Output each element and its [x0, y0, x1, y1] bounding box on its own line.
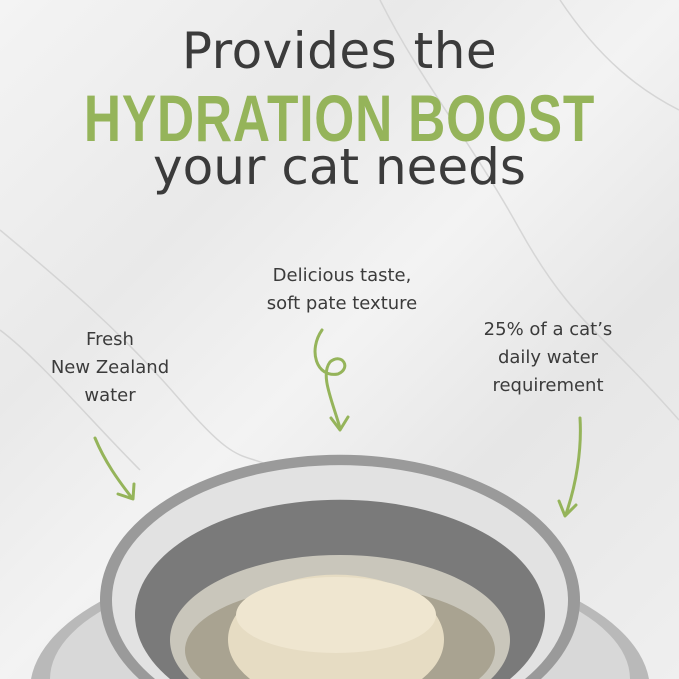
callout-line: water: [84, 385, 136, 406]
arrow-down-left-icon: [93, 436, 136, 501]
callout-line: Delicious taste,: [272, 265, 412, 286]
bowl: [31, 454, 649, 679]
callout-line: New Zealand: [50, 357, 170, 378]
callout-line: soft pate texture: [266, 293, 418, 314]
callout-line: daily water: [497, 347, 599, 368]
callout-line: Fresh: [86, 329, 134, 350]
callout-water-requirement: 25% of a cat’s daily water requirement: [458, 316, 638, 400]
headline-hydration-boost: HYDRATION BOOST: [83, 81, 596, 155]
callout-line: 25% of a cat’s: [483, 319, 613, 340]
callout-line: requirement: [492, 375, 604, 396]
headline-line-1: Provides the: [181, 22, 498, 80]
callout-taste: Delicious taste, soft pate texture: [230, 262, 454, 318]
curly-arrow-down-icon: [313, 328, 350, 432]
callout-water-source: Fresh New Zealand water: [20, 326, 200, 410]
headline-line-3: your cat needs: [153, 138, 526, 196]
arrow-down-icon: [557, 416, 582, 518]
